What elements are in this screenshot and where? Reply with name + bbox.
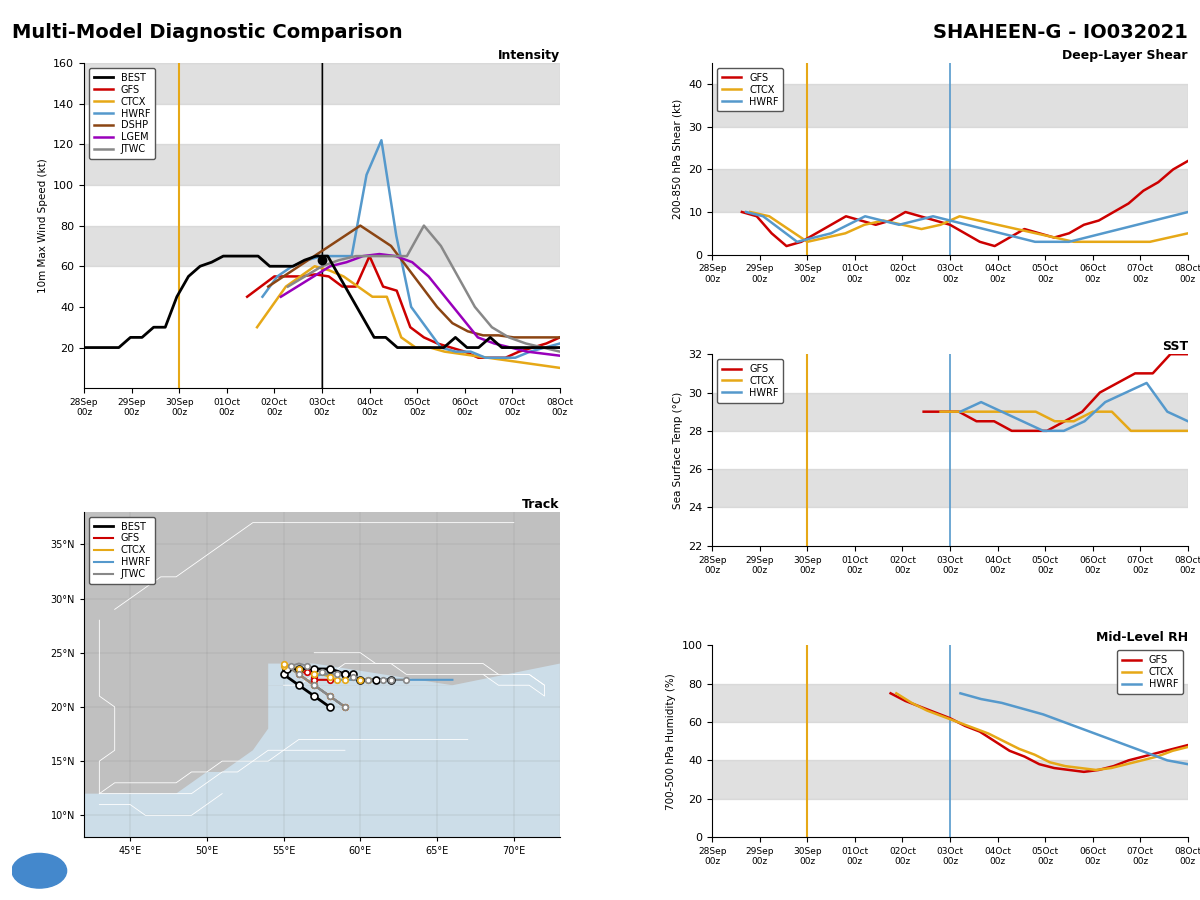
Bar bbox=[84, 63, 560, 104]
Text: Mid-Level RH: Mid-Level RH bbox=[1096, 631, 1188, 644]
Y-axis label: Sea Surface Temp (°C): Sea Surface Temp (°C) bbox=[673, 392, 683, 508]
Bar bbox=[712, 684, 1188, 722]
Bar bbox=[84, 226, 560, 266]
Text: Intensity: Intensity bbox=[498, 49, 560, 62]
Y-axis label: 10m Max Wind Speed (kt): 10m Max Wind Speed (kt) bbox=[37, 158, 48, 293]
Legend: GFS, CTCX, HWRF: GFS, CTCX, HWRF bbox=[1117, 651, 1183, 694]
Text: SST: SST bbox=[1162, 340, 1188, 353]
Circle shape bbox=[12, 853, 67, 888]
Text: Track: Track bbox=[522, 498, 560, 510]
Text: SHAHEEN-G - IO032021: SHAHEEN-G - IO032021 bbox=[934, 22, 1188, 41]
Legend: GFS, CTCX, HWRF: GFS, CTCX, HWRF bbox=[716, 359, 784, 402]
Legend: GFS, CTCX, HWRF: GFS, CTCX, HWRF bbox=[716, 68, 784, 112]
Bar bbox=[712, 169, 1188, 212]
Polygon shape bbox=[269, 663, 452, 685]
Text: CIRA: CIRA bbox=[68, 865, 94, 875]
Y-axis label: 700-500 hPa Humidity (%): 700-500 hPa Humidity (%) bbox=[666, 673, 676, 810]
Text: Deep-Layer Shear: Deep-Layer Shear bbox=[1062, 49, 1188, 62]
Legend: BEST, GFS, CTCX, HWRF, JTWC: BEST, GFS, CTCX, HWRF, JTWC bbox=[89, 517, 155, 584]
Polygon shape bbox=[84, 663, 560, 837]
Bar bbox=[712, 760, 1188, 798]
Bar bbox=[712, 469, 1188, 508]
Bar bbox=[712, 85, 1188, 127]
Y-axis label: 200-850 hPa Shear (kt): 200-850 hPa Shear (kt) bbox=[673, 99, 683, 219]
Bar bbox=[84, 144, 560, 185]
Bar bbox=[712, 392, 1188, 431]
Legend: BEST, GFS, CTCX, HWRF, DSHP, LGEM, JTWC: BEST, GFS, CTCX, HWRF, DSHP, LGEM, JTWC bbox=[89, 68, 155, 159]
Text: Multi-Model Diagnostic Comparison: Multi-Model Diagnostic Comparison bbox=[12, 22, 403, 41]
Polygon shape bbox=[100, 772, 484, 805]
